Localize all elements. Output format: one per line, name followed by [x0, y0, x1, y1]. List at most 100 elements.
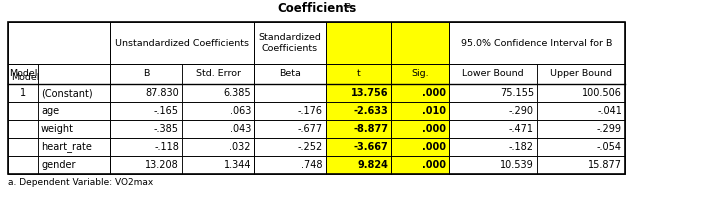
Text: age: age: [41, 106, 59, 116]
Bar: [326, 22, 391, 64]
Text: .000: .000: [422, 160, 446, 170]
Text: 75.155: 75.155: [500, 88, 534, 98]
Text: B: B: [143, 70, 149, 78]
Bar: [182, 84, 254, 102]
Bar: [449, 102, 537, 120]
Bar: [254, 156, 326, 174]
Bar: [38, 138, 110, 156]
Bar: [38, 102, 110, 120]
Text: a: a: [345, 0, 350, 9]
Bar: [8, 22, 110, 64]
Text: -.054: -.054: [597, 142, 622, 152]
Text: -.471: -.471: [509, 124, 534, 134]
Bar: [449, 64, 537, 84]
Text: .063: .063: [230, 106, 251, 116]
Bar: [8, 138, 38, 156]
Bar: [8, 84, 38, 102]
Text: -2.633: -2.633: [353, 106, 388, 116]
Text: weight: weight: [41, 124, 74, 134]
Text: 1.344: 1.344: [223, 160, 251, 170]
Text: Std. Error: Std. Error: [195, 70, 241, 78]
Bar: [182, 102, 254, 120]
Bar: [182, 156, 254, 174]
Bar: [110, 102, 182, 120]
Text: heart_rate: heart_rate: [41, 142, 92, 152]
Text: -.252: -.252: [298, 142, 323, 152]
Bar: [326, 64, 391, 84]
Bar: [110, 84, 182, 102]
Bar: [537, 156, 625, 174]
Bar: [110, 22, 254, 64]
Text: -.118: -.118: [154, 142, 179, 152]
Text: Model: Model: [11, 73, 39, 82]
Bar: [391, 138, 449, 156]
Text: -8.877: -8.877: [353, 124, 388, 134]
Text: (Constant): (Constant): [41, 88, 93, 98]
Bar: [391, 120, 449, 138]
Text: .748: .748: [302, 160, 323, 170]
Bar: [449, 138, 537, 156]
Text: a. Dependent Variable: VO2max: a. Dependent Variable: VO2max: [8, 178, 153, 187]
Bar: [38, 156, 110, 174]
Bar: [8, 64, 38, 84]
Bar: [38, 64, 110, 84]
Bar: [38, 120, 110, 138]
Text: Coefficients: Coefficients: [277, 2, 356, 16]
Text: -.385: -.385: [154, 124, 179, 134]
Bar: [8, 156, 38, 174]
Text: Sig.: Sig.: [411, 70, 429, 78]
Bar: [110, 64, 182, 84]
Text: gender: gender: [41, 160, 75, 170]
Bar: [110, 156, 182, 174]
Bar: [391, 84, 449, 102]
Bar: [8, 120, 38, 138]
Text: .000: .000: [422, 124, 446, 134]
Bar: [182, 120, 254, 138]
Bar: [110, 120, 182, 138]
Text: Beta: Beta: [279, 70, 301, 78]
Bar: [254, 84, 326, 102]
Bar: [449, 156, 537, 174]
Text: Upper Bound: Upper Bound: [550, 70, 612, 78]
Bar: [537, 64, 625, 84]
Text: -.176: -.176: [298, 106, 323, 116]
Bar: [182, 64, 254, 84]
Bar: [537, 120, 625, 138]
Text: 6.385: 6.385: [223, 88, 251, 98]
Bar: [391, 156, 449, 174]
Text: .000: .000: [422, 142, 446, 152]
Text: 10.539: 10.539: [500, 160, 534, 170]
Bar: [449, 84, 537, 102]
Bar: [537, 102, 625, 120]
Text: -3.667: -3.667: [353, 142, 388, 152]
Bar: [182, 138, 254, 156]
Text: .000: .000: [422, 88, 446, 98]
Text: 100.506: 100.506: [582, 88, 622, 98]
Text: 15.877: 15.877: [588, 160, 622, 170]
Text: 1: 1: [20, 88, 26, 98]
Text: 95.0% Confidence Interval for B: 95.0% Confidence Interval for B: [461, 38, 612, 47]
Bar: [110, 138, 182, 156]
Bar: [449, 22, 625, 64]
Bar: [391, 102, 449, 120]
Bar: [8, 22, 625, 174]
Text: 13.756: 13.756: [350, 88, 388, 98]
Text: Standardized
Coefficients: Standardized Coefficients: [258, 33, 322, 53]
Bar: [254, 64, 326, 84]
Bar: [38, 84, 110, 102]
Bar: [537, 84, 625, 102]
Text: -.677: -.677: [298, 124, 323, 134]
Bar: [254, 120, 326, 138]
Bar: [326, 102, 391, 120]
Text: -.165: -.165: [154, 106, 179, 116]
Bar: [537, 138, 625, 156]
Bar: [449, 120, 537, 138]
Bar: [391, 64, 449, 84]
Bar: [254, 138, 326, 156]
Bar: [254, 22, 326, 64]
Text: -.041: -.041: [597, 106, 622, 116]
Text: 87.830: 87.830: [145, 88, 179, 98]
Text: -.299: -.299: [597, 124, 622, 134]
Text: -.290: -.290: [509, 106, 534, 116]
Text: Unstandardized Coefficients: Unstandardized Coefficients: [115, 38, 249, 47]
